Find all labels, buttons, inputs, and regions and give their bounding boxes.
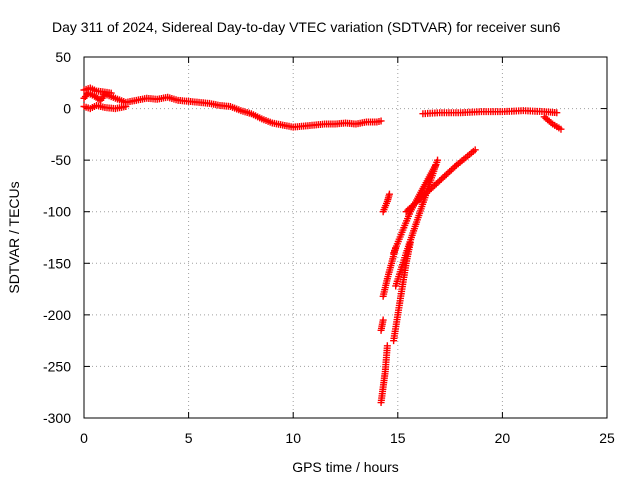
tick-layer: 0 5 10 15 20 25 50 0 -50 -100 -150 -200 -250 -300: [43, 49, 615, 446]
data-point: [377, 117, 385, 125]
series-track-a: [377, 342, 391, 407]
y-tick-label: -250: [43, 358, 71, 374]
y-tick-label: -50: [51, 152, 71, 168]
y-axis-label: SDTVAR / TECUs: [6, 181, 22, 293]
data-point: [434, 156, 442, 164]
data-point: [383, 342, 391, 350]
y-tick-label: -150: [43, 255, 71, 271]
series-quiet-period: [80, 89, 385, 131]
plot-frame: [83, 56, 608, 419]
data-point: [431, 161, 439, 169]
data-point: [553, 109, 561, 117]
x-tick-label: 20: [495, 430, 511, 446]
x-tick-label: 10: [285, 430, 301, 446]
y-tick-label: -300: [43, 410, 71, 426]
data-point: [379, 316, 387, 324]
x-axis-label: GPS time / hours: [292, 459, 399, 475]
series-track-d: [379, 190, 393, 216]
x-tick-label: 15: [390, 430, 406, 446]
data-point: [107, 89, 115, 97]
y-tick-label: 50: [55, 49, 71, 65]
series-quiet-period-lower: [80, 101, 130, 113]
x-tick-label: 5: [185, 430, 193, 446]
data-point: [122, 103, 130, 111]
data-point: [471, 146, 479, 154]
series-track-b: [377, 316, 387, 334]
y-tick-label: 0: [63, 101, 71, 117]
data-point: [385, 190, 393, 198]
series-track-e: [390, 239, 414, 345]
y-tick-label: -100: [43, 204, 71, 220]
series-track-h: [402, 146, 479, 216]
data-layer: [80, 84, 565, 407]
series-track-g: [390, 161, 439, 257]
x-tick-label: 25: [599, 430, 615, 446]
series-late-period: [419, 107, 561, 118]
data-point: [557, 125, 565, 133]
series-quiet-period-upper: [80, 84, 115, 97]
series-late-tail: [540, 113, 565, 133]
chart-title: Day 311 of 2024, Sidereal Day-to-day VTE…: [52, 19, 561, 35]
x-tick-label: 0: [80, 430, 88, 446]
y-tick-label: -200: [43, 307, 71, 323]
